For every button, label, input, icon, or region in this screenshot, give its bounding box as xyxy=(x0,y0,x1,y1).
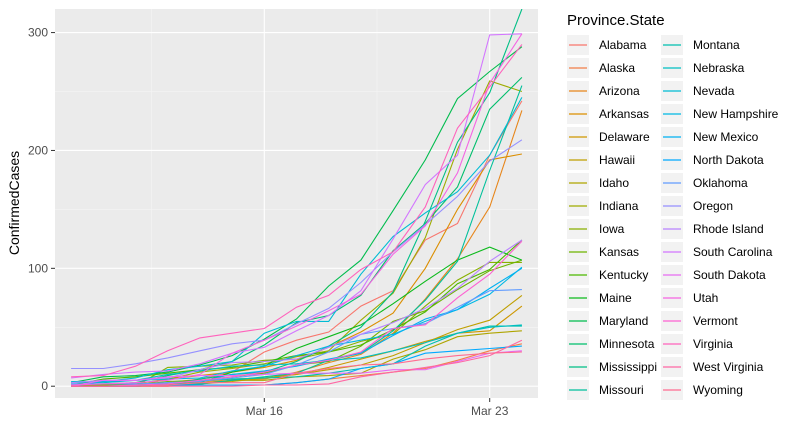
legend-item: Arizona xyxy=(567,81,640,101)
legend-item: Indiana xyxy=(567,196,639,216)
legend-label: New Mexico xyxy=(693,130,759,144)
legend-item: Maine xyxy=(567,288,632,308)
legend-item: New Hampshire xyxy=(661,104,779,124)
legend-label: Hawaii xyxy=(599,153,635,167)
series-line-vermont xyxy=(71,240,523,387)
series-line-utah xyxy=(71,33,523,386)
series-line-wyoming xyxy=(71,351,522,387)
legend-item: South Dakota xyxy=(661,265,766,285)
series-line-virginia xyxy=(71,44,523,378)
legend-label: Nevada xyxy=(693,84,735,98)
legend-item: Delaware xyxy=(567,127,650,147)
legend-label: Missouri xyxy=(599,383,644,397)
y-tick-label: 100 xyxy=(28,261,48,275)
y-tick-label: 0 xyxy=(41,379,48,393)
legend-item: Nevada xyxy=(661,81,735,101)
legend-item: Wyoming xyxy=(661,380,743,400)
legend-label: Nebraska xyxy=(693,61,745,75)
legend-item: Maryland xyxy=(567,311,648,331)
series-line-oregon xyxy=(71,139,523,370)
legend-label: Maryland xyxy=(599,314,648,328)
legend-label: Idaho xyxy=(599,176,629,190)
series-line-south-carolina xyxy=(71,33,522,379)
legend-item: Vermont xyxy=(661,311,738,331)
legend-item: Utah xyxy=(661,288,718,308)
x-tick-label: Mar 16 xyxy=(246,404,284,418)
legend-item: Idaho xyxy=(567,173,629,193)
legend-item: Alaska xyxy=(567,58,635,78)
legend-label: Delaware xyxy=(599,130,650,144)
series-line-nebraska xyxy=(71,324,522,384)
legend-item: Oregon xyxy=(661,196,733,216)
legend-label: Wyoming xyxy=(693,383,743,397)
legend-label: South Carolina xyxy=(693,245,773,259)
legend-item: Rhode Island xyxy=(661,219,764,239)
x-tick-label: Mar 23 xyxy=(471,404,509,418)
legend-label: Utah xyxy=(693,291,718,305)
legend-item: Oklahoma xyxy=(661,173,748,193)
legend-label: Oregon xyxy=(693,199,733,213)
legend-title: Province.State xyxy=(567,12,665,29)
legend-item: New Mexico xyxy=(661,127,759,147)
legend-item: South Carolina xyxy=(661,242,773,262)
y-axis-title: ConfirmedCases xyxy=(6,151,22,255)
legend-item: Kansas xyxy=(567,242,639,262)
legend-item: Missouri xyxy=(567,380,644,400)
legend-label: Kentucky xyxy=(599,268,648,282)
legend-label: Alaska xyxy=(599,61,635,75)
legend-item: Nebraska xyxy=(661,58,745,78)
legend-label: Maine xyxy=(599,291,632,305)
legend-item: Hawaii xyxy=(567,150,635,170)
y-tick-label: 200 xyxy=(28,143,48,157)
legend-label: Alabama xyxy=(599,38,647,52)
y-tick-label: 300 xyxy=(28,26,48,40)
legend-item: West Virginia xyxy=(661,357,764,377)
legend-label: Mississippi xyxy=(599,360,657,374)
legend-item: Montana xyxy=(661,35,740,55)
legend-item: Virginia xyxy=(661,334,733,354)
legend-label: South Dakota xyxy=(693,268,766,282)
legend-item: Arkansas xyxy=(567,104,649,124)
legend-label: Arizona xyxy=(599,84,640,98)
legend-label: Indiana xyxy=(599,199,639,213)
legend-label: Montana xyxy=(693,38,740,52)
minor-grid xyxy=(55,9,538,398)
legend-label: Iowa xyxy=(599,222,625,236)
legend-label: Vermont xyxy=(693,314,738,328)
series-line-nevada xyxy=(71,97,523,383)
legend-label: Arkansas xyxy=(599,107,649,121)
series-lines xyxy=(71,9,523,387)
legend-label: Rhode Island xyxy=(693,222,764,236)
legend-label: Oklahoma xyxy=(693,176,748,190)
legend-item: Kentucky xyxy=(567,265,648,285)
series-line-maryland xyxy=(71,46,523,384)
legend-label: Minnesota xyxy=(599,337,655,351)
axes: Mar 16 Mar 23 0 100 200 300 xyxy=(28,26,509,418)
legend-item: Minnesota xyxy=(567,334,655,354)
legend-label: West Virginia xyxy=(693,360,764,374)
legend-item: Mississippi xyxy=(567,357,657,377)
legend-label: Virginia xyxy=(693,337,733,351)
legend-item: Iowa xyxy=(567,219,625,239)
legend-label: New Hampshire xyxy=(693,107,779,121)
legend-item: North Dakota xyxy=(661,150,764,170)
legend-label: North Dakota xyxy=(693,153,764,167)
legend-item: Alabama xyxy=(567,35,647,55)
legend-label: Kansas xyxy=(599,245,639,259)
legend: Province.State Alabama Alaska Arizona Arkan… xyxy=(567,12,779,400)
